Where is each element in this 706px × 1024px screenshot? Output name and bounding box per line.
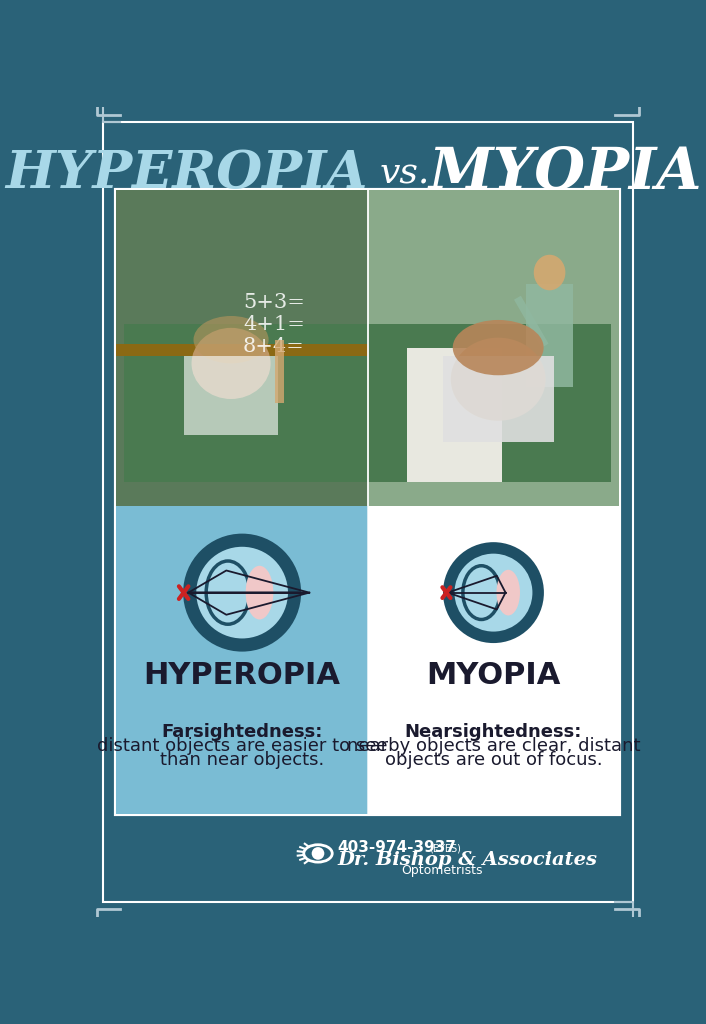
Text: 4+1=: 4+1= — [243, 315, 305, 334]
Ellipse shape — [191, 328, 270, 399]
Bar — [124, 324, 611, 482]
Text: (EYES): (EYES) — [429, 844, 460, 854]
Text: HYPEROPIA: HYPEROPIA — [6, 148, 368, 200]
Circle shape — [445, 544, 542, 641]
Text: MYOPIA: MYOPIA — [429, 145, 702, 202]
Text: vs.: vs. — [380, 157, 430, 190]
Bar — [526, 285, 573, 387]
Ellipse shape — [193, 316, 268, 364]
Bar — [368, 506, 619, 814]
Text: HYPEROPIA: HYPEROPIA — [143, 662, 340, 690]
Text: objects are out of focus.: objects are out of focus. — [385, 752, 602, 769]
Bar — [116, 189, 619, 506]
Text: 403-974-3937: 403-974-3937 — [337, 840, 457, 855]
Circle shape — [455, 554, 532, 632]
Ellipse shape — [246, 565, 273, 620]
Bar — [116, 344, 368, 355]
Text: 8+4=: 8+4= — [243, 337, 305, 356]
Text: distant objects are easier to see: distant objects are easier to see — [97, 737, 388, 756]
Text: Farsightedness:: Farsightedness: — [162, 723, 323, 741]
Bar — [368, 189, 619, 506]
Bar — [367, 189, 369, 506]
Text: Optometrists: Optometrists — [401, 864, 482, 878]
Bar — [367, 506, 369, 814]
Text: Nearsightedness:: Nearsightedness: — [405, 723, 582, 741]
Text: nearby objects are clear, distant: nearby objects are clear, distant — [347, 737, 640, 756]
Bar — [443, 355, 554, 442]
Bar — [116, 506, 368, 814]
Ellipse shape — [450, 338, 546, 421]
Circle shape — [311, 847, 324, 860]
Circle shape — [185, 536, 299, 649]
Circle shape — [196, 547, 288, 638]
Ellipse shape — [496, 569, 520, 615]
Bar — [116, 189, 619, 814]
Text: 5+3=: 5+3= — [243, 293, 305, 312]
Ellipse shape — [534, 255, 566, 291]
Bar — [116, 189, 619, 506]
Bar — [407, 347, 502, 482]
Bar — [184, 355, 278, 434]
Ellipse shape — [463, 565, 500, 620]
Bar — [514, 296, 549, 347]
Ellipse shape — [453, 319, 544, 375]
Text: MYOPIA: MYOPIA — [426, 662, 561, 690]
Text: Dr. Bishop & Associates: Dr. Bishop & Associates — [337, 851, 598, 868]
Text: than near objects.: than near objects. — [160, 752, 324, 769]
Bar — [275, 340, 284, 402]
Ellipse shape — [206, 561, 250, 625]
